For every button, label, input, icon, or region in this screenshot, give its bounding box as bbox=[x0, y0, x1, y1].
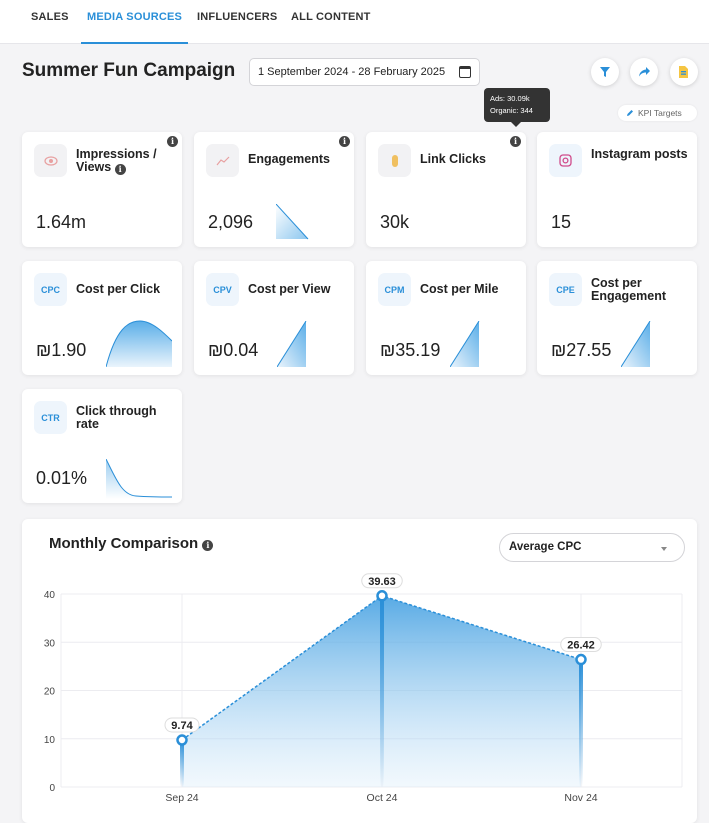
card-engagements[interactable]: Engagements i 2,096 bbox=[194, 132, 354, 247]
eye-icon bbox=[34, 144, 67, 177]
card-value: ₪1.90 bbox=[36, 340, 87, 360]
card-label: Instagram posts bbox=[591, 147, 688, 161]
card-cpc[interactable]: CPC Cost per Click ₪1.90 bbox=[22, 261, 182, 375]
card-link-clicks[interactable]: Link Clicks i 30k bbox=[366, 132, 526, 247]
monthly-comparison-panel: Monthly Comparison i Average CPC 0 10 20 30… bbox=[22, 519, 697, 823]
sparkline bbox=[450, 321, 480, 367]
card-impressions[interactable]: Impressions / Views i i 1.64m bbox=[22, 132, 182, 247]
ctr-badge: CTR bbox=[34, 401, 67, 434]
y-tick-label: 40 bbox=[44, 590, 56, 601]
card-value: 0.01% bbox=[36, 468, 88, 488]
card-instagram-posts[interactable]: Instagram posts 15 bbox=[537, 132, 697, 247]
card-cpv[interactable]: CPV Cost per View ₪0.04 bbox=[194, 261, 354, 375]
share-icon bbox=[638, 67, 650, 77]
info-icon[interactable]: i bbox=[510, 136, 521, 147]
card-label: Link Clicks bbox=[420, 152, 486, 166]
link-clicks-tooltip: Ads: 30.09k Organic: 344 bbox=[484, 88, 550, 127]
x-tick-label: Nov 24 bbox=[564, 792, 597, 804]
trend-icon bbox=[206, 144, 239, 177]
card-label: Cost per Mile bbox=[420, 282, 499, 296]
date-range-value: 1 September 2024 - 28 February 2025 bbox=[258, 66, 446, 78]
tooltip-ads: Ads: 30.09k bbox=[490, 94, 530, 103]
top-nav: SALES MEDIA SOURCES INFLUENCERS ALL CONT… bbox=[0, 0, 709, 44]
filter-icon bbox=[600, 67, 610, 77]
cpm-badge: CPM bbox=[378, 273, 411, 306]
sparkline bbox=[621, 321, 651, 367]
y-tick-label: 20 bbox=[44, 687, 56, 698]
tab-sales[interactable]: SALES bbox=[31, 11, 69, 23]
data-point bbox=[376, 590, 388, 602]
value-stem bbox=[180, 740, 184, 787]
card-value: ₪27.55 bbox=[551, 340, 612, 360]
instagram-icon bbox=[549, 144, 582, 177]
chevron-down-icon bbox=[661, 547, 667, 551]
cpv-badge: CPV bbox=[206, 273, 239, 306]
data-label: 9.74 bbox=[171, 720, 193, 732]
x-tick-label: Oct 24 bbox=[367, 792, 398, 804]
export-icon bbox=[679, 66, 688, 78]
data-point bbox=[176, 734, 188, 746]
card-value: 2,096 bbox=[208, 212, 254, 232]
info-icon[interactable]: i bbox=[114, 164, 126, 175]
card-label: Cost per Click bbox=[76, 282, 161, 296]
data-label: 39.63 bbox=[368, 576, 396, 588]
y-tick-label: 30 bbox=[44, 638, 56, 649]
data-label-bg bbox=[361, 573, 403, 589]
tab-all-content[interactable]: ALL CONTENT bbox=[291, 11, 371, 23]
monthly-chart: 0 10 20 30 40 9.74 39.63 26.42 Sep 24 Oct 24 Nov 2… bbox=[44, 573, 683, 804]
card-value: ₪35.19 bbox=[380, 340, 441, 360]
sparkline bbox=[277, 321, 307, 367]
metric-select-value: Average CPC bbox=[509, 541, 582, 553]
sparkline bbox=[106, 320, 172, 367]
export-button[interactable] bbox=[670, 58, 698, 86]
data-label: 26.42 bbox=[567, 640, 595, 652]
card-ctr[interactable]: CTR Click through rate 0.01% bbox=[22, 389, 182, 503]
y-tick-label: 0 bbox=[49, 783, 55, 794]
card-label: Impressions / Views i bbox=[76, 147, 157, 175]
kpi-targets-label: KPI Targets bbox=[638, 108, 682, 118]
card-label: Click through rate bbox=[76, 404, 157, 431]
card-value: 30k bbox=[380, 212, 410, 232]
card-label: Cost per View bbox=[248, 282, 331, 296]
page-title: Summer Fun Campaign bbox=[22, 60, 236, 81]
card-value: 15 bbox=[551, 212, 572, 232]
tab-influencers[interactable]: INFLUENCERS bbox=[197, 11, 278, 23]
filter-button[interactable] bbox=[591, 58, 619, 86]
kpi-targets-button[interactable]: KPI Targets bbox=[618, 105, 697, 121]
sparkline bbox=[106, 459, 172, 499]
tooltip-organic: Organic: 344 bbox=[490, 106, 533, 115]
hand-icon bbox=[378, 144, 411, 177]
value-stem bbox=[380, 595, 384, 787]
chart-title: Monthly Comparison i bbox=[49, 535, 214, 552]
share-button[interactable] bbox=[630, 58, 658, 86]
card-label: Engagements bbox=[248, 152, 330, 166]
info-icon[interactable]: i bbox=[339, 136, 350, 147]
value-stem bbox=[579, 659, 583, 787]
cpe-badge: CPE bbox=[549, 273, 582, 306]
card-cpm[interactable]: CPM Cost per Mile ₪35.19 bbox=[366, 261, 526, 375]
date-range-picker[interactable]: 1 September 2024 - 28 February 2025 bbox=[249, 58, 480, 86]
data-point bbox=[575, 653, 587, 666]
calendar-icon bbox=[459, 66, 471, 78]
data-label-bg bbox=[560, 637, 602, 653]
metric-select[interactable]: Average CPC bbox=[499, 533, 685, 562]
card-value: ₪0.04 bbox=[208, 340, 259, 360]
card-value: 1.64m bbox=[36, 212, 87, 232]
y-tick-label: 10 bbox=[44, 735, 56, 746]
info-icon[interactable]: i bbox=[202, 540, 214, 551]
x-tick-label: Sep 24 bbox=[165, 792, 198, 804]
pencil-icon bbox=[627, 110, 633, 116]
card-label: Cost per Engagement bbox=[591, 276, 667, 303]
data-label-bg bbox=[164, 717, 200, 733]
sparkline bbox=[276, 204, 309, 240]
tab-media-sources[interactable]: MEDIA SOURCES bbox=[80, 0, 189, 44]
cpc-badge: CPC bbox=[34, 273, 67, 306]
info-icon[interactable]: i bbox=[167, 136, 178, 147]
card-cpe[interactable]: CPE Cost per Engagement ₪27.55 bbox=[537, 261, 697, 375]
